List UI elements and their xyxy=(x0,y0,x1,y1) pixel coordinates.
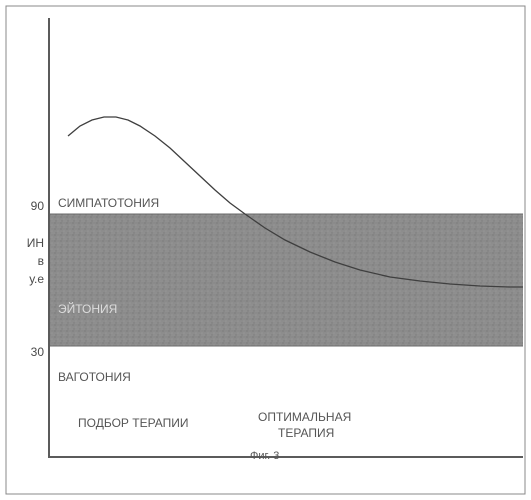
ytick-90: 90 xyxy=(31,199,44,213)
zone-eutonia-label: ЭЙТОНИЯ xyxy=(58,302,117,316)
figure-caption: Фиг. 3 xyxy=(250,450,279,462)
x-label-left: ПОДБОР ТЕРАПИИ xyxy=(78,416,189,430)
x-label-right-line2: ТЕРАПИЯ xyxy=(278,426,334,440)
y-axis-label-line2: в xyxy=(38,254,44,268)
y-axis-label-line3: у.е xyxy=(29,272,44,286)
x-label-right-line1: ОПТИМАЛЬНАЯ xyxy=(258,410,351,424)
zone-vagotonia-label: ВАГОТОНИЯ xyxy=(58,370,131,384)
ytick-30: 30 xyxy=(31,345,44,359)
zone-sympathotonia-label: СИМПАТОТОНИЯ xyxy=(58,196,159,210)
y-axis-label-line1: ИН xyxy=(27,236,44,250)
